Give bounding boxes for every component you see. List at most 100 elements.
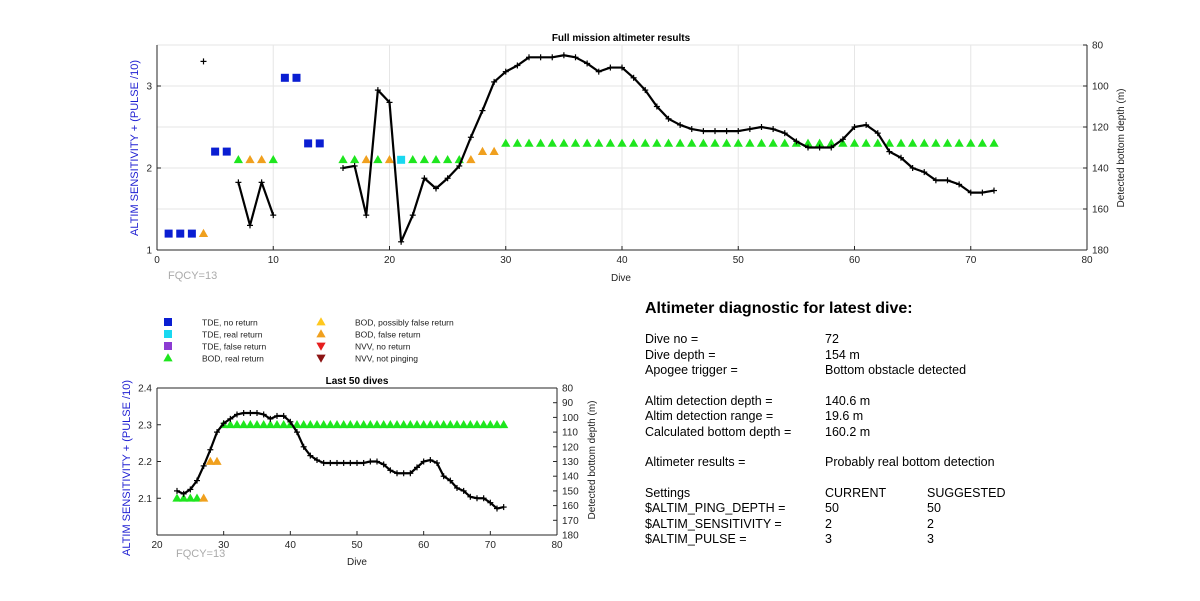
depth-point <box>409 212 416 219</box>
bod-false-return-marker <box>212 456 222 465</box>
depth-point <box>991 187 997 194</box>
legend-label: NVV, not pinging <box>355 354 418 364</box>
legend-label: BOD, possibly false return <box>355 318 454 328</box>
bod-real-return-marker <box>239 419 249 429</box>
depth-point <box>220 420 227 427</box>
bottom-depth-value: 160.2 m <box>825 424 871 439</box>
depth-point <box>354 459 360 466</box>
depth-point <box>320 459 327 466</box>
bod-real-return-marker <box>617 138 627 147</box>
bod-false-return-marker <box>199 493 209 502</box>
depth-point <box>454 484 460 491</box>
bod-real-return-marker <box>345 419 355 429</box>
bod-real-return-marker <box>594 138 604 147</box>
x-tick-label: 80 <box>1081 255 1093 266</box>
depth-point <box>956 181 963 188</box>
bod-real-return-marker <box>452 419 462 429</box>
depth-point <box>314 457 320 464</box>
bod-real-return-marker <box>884 138 895 147</box>
depth-point <box>653 103 660 110</box>
legend-label: TDE, no return <box>202 318 258 328</box>
diag-row-bottom-depth: Calculated bottom depth = 160.2 m <box>645 425 1165 441</box>
bod-real-return-marker <box>640 138 650 147</box>
legend-item: BOD, false return <box>316 329 421 340</box>
y2-tick-label: 170 <box>562 516 579 527</box>
y2-tick-label: 110 <box>562 428 578 439</box>
bod-real-return-marker <box>359 419 369 429</box>
bod-real-return-marker <box>524 138 534 147</box>
bod-real-return-marker <box>245 419 255 429</box>
y2-tick-label: 120 <box>1092 123 1109 134</box>
x-tick-label: 30 <box>218 540 230 551</box>
depth-point <box>619 64 625 71</box>
bod-real-return-marker <box>745 138 755 147</box>
depth-point <box>526 54 532 61</box>
depth-point <box>363 212 370 219</box>
bod-real-return-marker <box>663 138 674 147</box>
y-tick-label: 3 <box>146 82 152 93</box>
bod-false-return-marker <box>198 228 209 237</box>
bod-real-return-marker <box>419 155 430 164</box>
depth-point <box>327 459 334 466</box>
bod-real-return-marker <box>192 493 202 502</box>
bod-false-return-marker <box>466 155 476 164</box>
x-tick-label: 20 <box>151 540 163 551</box>
depth-point <box>805 144 811 151</box>
x-tick-label: 40 <box>285 540 297 551</box>
depth-point <box>300 443 307 450</box>
depth-point <box>500 504 507 511</box>
setting-name: $ALTIM_SENSITIVITY = <box>645 516 782 531</box>
depth-point <box>723 128 730 135</box>
y2-tick-label: 100 <box>1092 82 1109 93</box>
depth-point <box>180 490 187 497</box>
bod-real-return-marker <box>279 419 289 429</box>
depth-point <box>254 409 260 416</box>
bod-real-return-marker <box>305 419 315 429</box>
bod-false-return-marker <box>384 155 395 164</box>
bod-real-return-marker <box>675 138 685 147</box>
depth-point <box>200 462 207 469</box>
tde-no-return-marker <box>304 139 313 148</box>
bod-real-return-marker <box>185 493 195 502</box>
y2-tick-label: 130 <box>562 457 579 468</box>
chart-title: Last 50 dives <box>326 376 389 387</box>
dive-depth-label: Dive depth = <box>645 347 716 362</box>
depth-point <box>400 470 407 477</box>
bod-real-return-marker <box>803 138 813 147</box>
x-axis-label: Dive <box>347 557 367 568</box>
tde-no-return-marker <box>176 229 185 238</box>
bod-real-return-marker <box>365 419 375 429</box>
bod-real-return-marker <box>768 138 778 147</box>
depth-point <box>467 493 474 500</box>
bod-real-return-marker <box>721 138 732 147</box>
depth-point <box>979 189 986 196</box>
depth-point <box>494 505 500 512</box>
tde-no-return-marker <box>164 229 173 238</box>
diagnostic-title: Altimeter diagnostic for latest dive: <box>645 300 913 317</box>
bod-real-return-marker <box>814 138 825 147</box>
x-axis-label: Dive <box>611 273 631 284</box>
bod-real-return-marker <box>319 419 329 429</box>
left-axis-label: ALTIM SENSITIVITY + (PULSE /10) <box>129 60 141 236</box>
legend-marker-icon <box>316 342 326 351</box>
bod-real-return-marker <box>931 138 941 147</box>
legend-item: BOD, possibly false return <box>316 317 454 328</box>
setting-suggested: 50 <box>927 501 941 515</box>
y2-tick-label: 150 <box>562 486 579 497</box>
depth-point <box>274 412 280 419</box>
bod-real-return-marker <box>942 138 953 147</box>
bod-real-return-marker <box>399 419 409 429</box>
x-tick-label: 50 <box>351 540 363 551</box>
depth-point <box>247 222 253 229</box>
depth-point <box>380 461 387 468</box>
altimeter-diagnostic-panel: Altimeter diagnostic for latest dive: Di… <box>645 300 1165 548</box>
bod-real-return-marker <box>907 138 918 147</box>
depth-point <box>480 495 487 502</box>
depth-point <box>407 470 414 477</box>
bod-real-return-marker <box>312 419 322 429</box>
depth-point <box>367 458 374 465</box>
depth-point <box>421 175 428 182</box>
fqcy-annotation: FQCY=13 <box>168 270 217 282</box>
bod-real-return-marker <box>485 419 495 429</box>
depth-point <box>584 60 591 67</box>
